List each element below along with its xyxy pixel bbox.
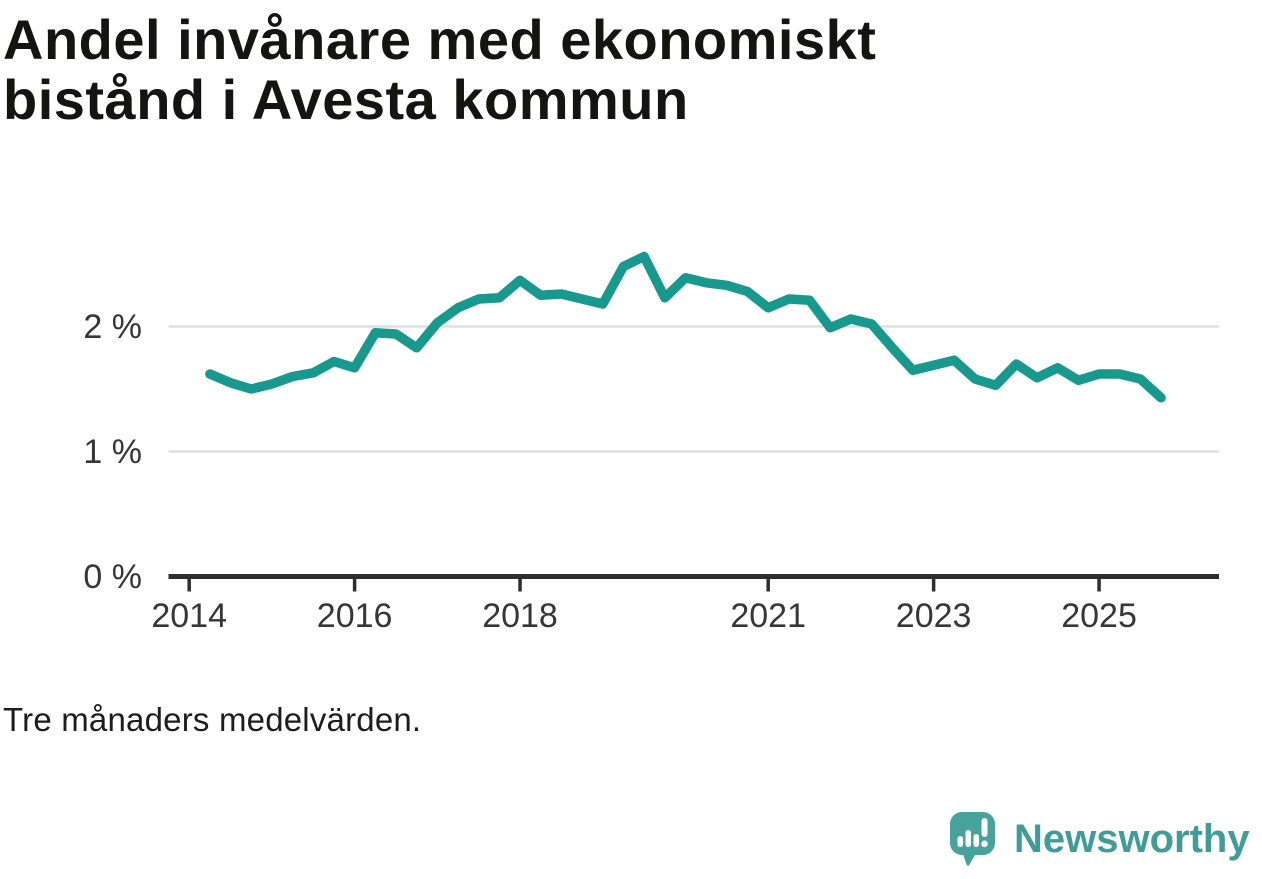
chart-footnote: Tre månaders medelvärden.: [3, 701, 422, 738]
x-tick-label: 2014: [151, 597, 227, 635]
chart-title-line-1: Andel invånare med ekonomiskt: [3, 8, 877, 71]
newsworthy-logo-icon: [950, 812, 995, 866]
logo-bar-2: [965, 830, 971, 847]
x-tick-label: 2016: [316, 597, 393, 635]
y-tick-label: 1 %: [83, 432, 142, 471]
x-tick-label: 2025: [1061, 597, 1137, 635]
logo-bar-1: [957, 836, 963, 847]
series-line: [205, 251, 1166, 403]
newsworthy-wordmark: Newsworthy: [1014, 817, 1250, 861]
logo-exclamation-dot: [981, 840, 988, 848]
x-tick-label: 2018: [482, 597, 558, 635]
y-tick-label: 0 %: [83, 557, 142, 596]
x-tick-label: 2023: [895, 597, 972, 635]
newsworthy-logo: Newsworthy: [948, 810, 1250, 868]
x-tick-label: 2021: [730, 597, 806, 635]
logo-bubble: [950, 812, 995, 855]
chart-title-line-2: bistånd i Avesta kommun: [3, 68, 689, 131]
chart-title: Andel invånare med ekonomiskt bistånd i …: [3, 10, 1103, 130]
logo-bar-3: [973, 834, 979, 847]
y-tick-label: 2 %: [83, 307, 142, 346]
logo-exclamation-bar: [981, 818, 988, 837]
